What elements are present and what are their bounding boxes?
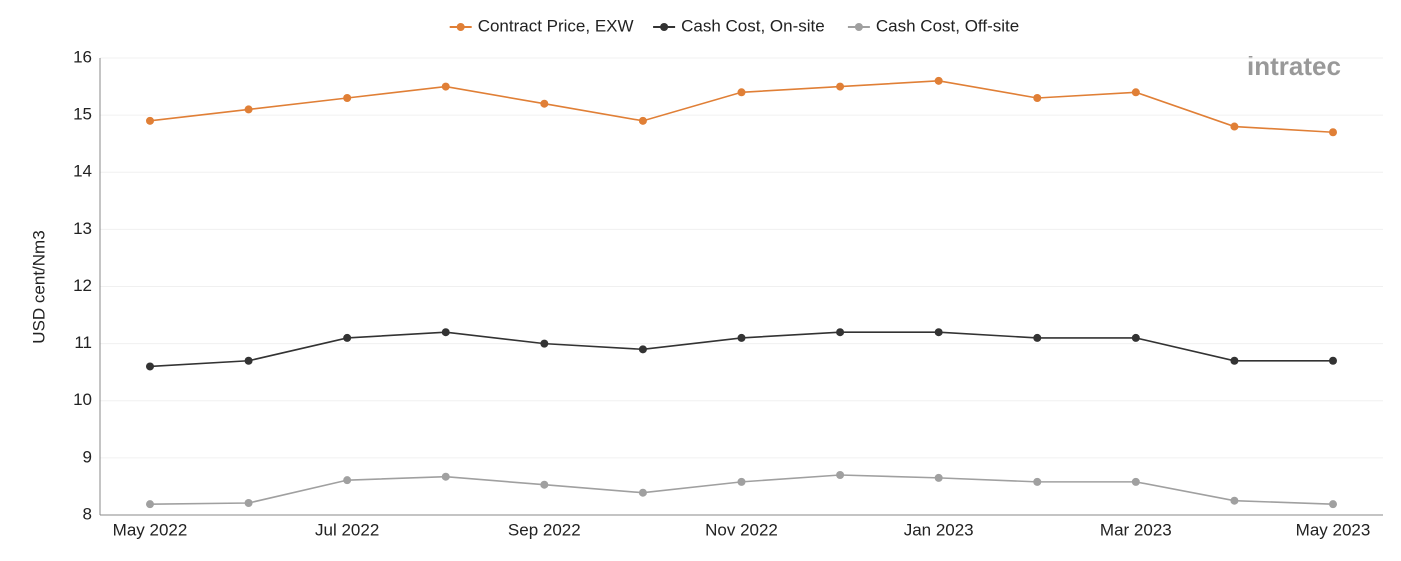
point [934,76,943,85]
point [737,333,746,342]
y-tick-label: 8 [83,504,92,523]
legend-marker [854,23,863,31]
x-tick-label: May 2023 [1296,520,1371,539]
point [540,339,549,348]
y-tick-label: 13 [73,219,92,238]
point [1131,477,1140,486]
point [146,362,154,371]
point [1230,122,1239,131]
x-tick-label: Nov 2022 [705,520,778,539]
point [1131,333,1140,342]
point [1230,356,1239,365]
point [836,82,845,91]
point [1329,500,1337,509]
y-tick-label: 11 [74,333,92,352]
x-tick-label: May 2022 [113,520,188,539]
point [343,476,352,485]
point [836,471,845,480]
point [343,93,352,102]
point [1033,477,1042,486]
point [441,472,450,481]
legend-label: Contract Price, EXW [478,16,634,35]
point [934,473,943,482]
legend-marker [456,23,465,31]
point [244,356,253,365]
x-tick-label: Jan 2023 [904,520,974,539]
y-tick-label: 12 [73,276,92,295]
y-tick-label: 16 [73,47,92,66]
point [737,477,746,486]
y-axis-label: USD cent/Nm3 [29,230,48,343]
point [737,88,746,97]
y-tick-label: 14 [73,162,92,181]
point [343,333,352,342]
legend-label: Cash Cost, Off-site [876,16,1019,35]
point [540,480,549,489]
point [638,116,647,125]
x-tick-label: Mar 2023 [1100,520,1172,539]
point [244,105,253,114]
point [441,328,450,337]
point [638,345,647,354]
point [1329,128,1337,137]
legend-marker [660,23,669,31]
point [146,116,154,125]
x-tick-label: Sep 2022 [508,520,581,539]
y-tick-label: 15 [73,105,92,124]
point [540,99,549,108]
legend-label: Cash Cost, On-site [681,16,825,35]
y-tick-label: 9 [83,447,92,466]
point [1033,93,1042,102]
point [244,499,253,508]
logo: intratec [1247,51,1341,81]
point [934,328,943,337]
point [1033,333,1042,342]
x-tick-label: Jul 2022 [315,520,379,539]
point [638,488,647,497]
y-tick-label: 10 [73,390,92,409]
point [1329,356,1337,365]
point [1230,496,1239,505]
point [441,82,450,91]
point [1131,88,1140,97]
point [836,328,845,337]
point [146,500,154,509]
